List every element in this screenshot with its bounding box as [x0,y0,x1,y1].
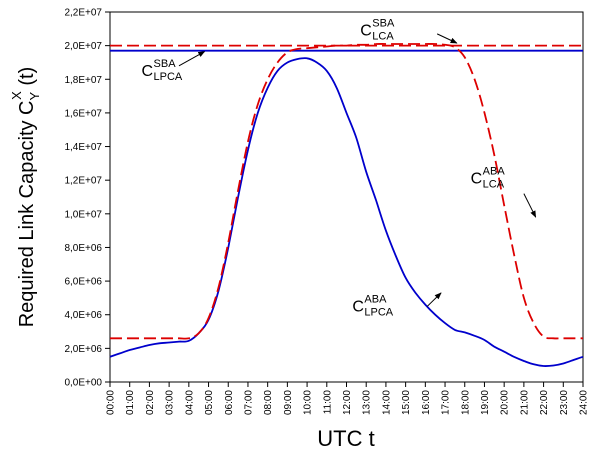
x-tick-label-21: 21:00 [519,390,530,415]
x-tick-label-20: 20:00 [500,390,511,415]
x-axis: 00:00 01:00 02:00 03:00 04:00 05:00 06:00 07:00… [106,382,590,415]
y-axis-title-sub: Y [27,92,42,101]
y-axis-title-main: Required Link Capacity C [16,101,38,328]
annotation-arrow [426,292,442,307]
x-tick-label-15: 15:00 [401,390,412,415]
x-tick-label-16: 16:00 [421,390,432,415]
y-tick-label-2: 4,0E+06 [64,310,102,321]
plot-area-frame [109,11,584,383]
y-tick-label-7: 1,4E+07 [64,142,102,153]
y-tick-label-6: 1,2E+07 [64,176,102,187]
series-line-aba-lca [110,43,583,340]
annotation-superscript: ABA [483,166,506,178]
x-tick-label-5: 05:00 [204,390,215,415]
y-tick-label-3: 6,0E+06 [64,277,102,288]
x-axis-title: UTC t [317,426,374,450]
x-tick-label-24: 24:00 [579,390,590,415]
x-tick-label-0: 00:00 [106,390,117,415]
y-tick-label-8: 1,6E+07 [64,108,102,119]
y-axis-title-suffix: (t) [16,67,38,91]
y-tick-label-11: 2,2E+07 [64,8,102,19]
x-tick-label-13: 13:00 [362,390,373,415]
x-tick-label-7: 07:00 [243,390,254,415]
y-axis-title-sup: X [9,91,24,100]
annotation-superscript: ABA [364,293,387,305]
annotation-superscript: SBA [154,58,177,70]
x-tick-label-4: 04:00 [184,390,195,415]
x-tick-label-3: 03:00 [165,390,176,415]
annotation-subscript: LCA [483,179,505,191]
x-tick-label-6: 06:00 [224,390,235,415]
y-tick-label-9: 1,8E+07 [64,75,102,86]
x-tick-label-18: 18:00 [460,390,471,415]
y-tick-label-0: 0,0E+00 [64,378,102,389]
x-tick-label-19: 19:00 [480,390,491,415]
y-tick-label-1: 2,0E+06 [64,344,102,355]
x-tick-label-14: 14:00 [381,390,392,415]
x-tick-label-12: 12:00 [342,390,353,415]
annotation-arrow [178,51,206,67]
annotation-subscript: LPCA [154,71,183,83]
y-tick-label-5: 1,0E+07 [64,209,102,220]
x-tick-label-11: 11:00 [322,390,333,415]
annotation-arrow [523,193,537,218]
y-tick-label-10: 2,0E+07 [64,41,102,52]
x-tick-label-1: 01:00 [125,390,136,415]
x-tick-label-23: 23:00 [559,390,570,415]
y-axis: 0,0E+00 2,0E+06 4,0E+06 6,0E+06 8,0E+06 1,0E+… [64,8,110,389]
x-tick-label-9: 09:00 [283,390,294,415]
x-tick-label-8: 08:00 [263,390,274,415]
annotation-arrow [436,33,458,44]
annotation-main-letter: C [471,171,483,188]
annotation-main-letter: C [142,63,154,80]
y-tick-label-4: 8,0E+06 [64,243,102,254]
x-tick-label-2: 02:00 [145,390,156,415]
annotation-superscript: SBA [372,18,395,30]
x-tick-label-17: 17:00 [441,390,452,415]
annotation-main-letter: C [352,298,364,315]
series-layer [109,43,584,367]
x-tick-label-10: 10:00 [303,390,314,415]
annotation-subscript: LCA [372,31,394,43]
series-line-aba-lpca [109,57,584,367]
y-axis-title: Required Link Capacity CYX (t) [9,67,42,328]
x-tick-label-22: 22:00 [539,390,550,415]
annotation-main-letter: C [360,23,372,40]
annotation-subscript: LPCA [364,306,393,318]
